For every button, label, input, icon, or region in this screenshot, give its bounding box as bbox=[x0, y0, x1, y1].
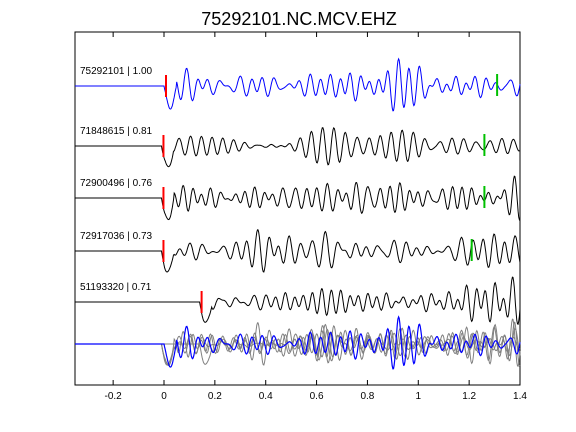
trace-line-5 bbox=[75, 276, 521, 325]
trace-label-1: 75292101 | 1.00 bbox=[80, 66, 153, 77]
x-tick-label: 1 bbox=[416, 391, 422, 402]
trace-line-3 bbox=[75, 175, 521, 221]
stack-trace-reference bbox=[75, 315, 521, 370]
x-tick-label: 0.6 bbox=[310, 391, 324, 402]
x-axis: -0.2 0 0.2 0.4 0.6 0.8 1 1.2 1.4 bbox=[105, 32, 527, 402]
trace-line-2 bbox=[75, 126, 521, 168]
x-tick-label: 1.2 bbox=[462, 391, 476, 402]
x-tick-label: 0.8 bbox=[360, 391, 374, 402]
x-tick-label: 0 bbox=[161, 391, 167, 402]
x-tick-label: 1.4 bbox=[513, 391, 527, 402]
chart-title: 75292101.NC.MCV.EHZ bbox=[201, 9, 396, 29]
trace-label-3: 72900496 | 0.76 bbox=[80, 178, 153, 189]
trace-label-4: 72917036 | 0.73 bbox=[80, 231, 153, 242]
trace-label-2: 71848615 | 0.81 bbox=[80, 126, 153, 137]
trace-line-4 bbox=[75, 229, 521, 273]
x-tick-label: -0.2 bbox=[105, 391, 123, 402]
trace-label-5: 51193320 | 0.71 bbox=[80, 282, 152, 293]
trace-group: 75292101 | 1.00 71848615 | 0.81 72900496 |… bbox=[75, 57, 521, 370]
x-tick-label: 0.4 bbox=[259, 391, 273, 402]
x-tick-label: 0.2 bbox=[208, 391, 222, 402]
plot-frame bbox=[74, 31, 521, 386]
trace-line-1 bbox=[75, 57, 521, 112]
